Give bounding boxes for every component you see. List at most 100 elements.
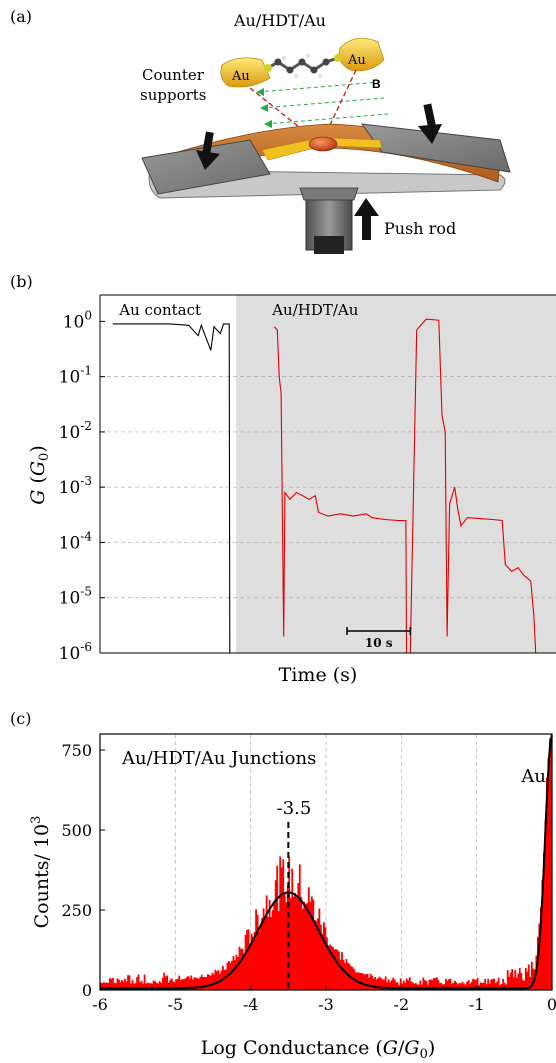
- hist-bar: [544, 820, 547, 990]
- hist-bar: [118, 979, 120, 990]
- hist-bar: [423, 980, 426, 990]
- hist-bar: [530, 961, 533, 990]
- hist-bar: [301, 908, 304, 990]
- hist-y-tick-label: 500: [61, 821, 92, 840]
- panel-b-label: (b): [10, 272, 33, 291]
- panel-c-label: (c): [10, 709, 31, 728]
- scale-bar-label: 10 s: [365, 636, 393, 650]
- hist-bar: [514, 970, 517, 990]
- hist-bar: [160, 982, 163, 990]
- hist-bar: [413, 983, 416, 990]
- hist-bar: [187, 976, 190, 990]
- hist-bar: [482, 982, 485, 990]
- tick-base: 10: [59, 423, 81, 443]
- hist-bar: [384, 976, 387, 990]
- hist-bar: [500, 983, 503, 990]
- hist-bar: [253, 932, 256, 990]
- hist-bar: [202, 976, 205, 990]
- molecule-droplet: [308, 136, 338, 152]
- hist-bar: [487, 978, 490, 990]
- hist-bar: [188, 978, 191, 990]
- hist-bar: [322, 922, 325, 990]
- hist-bar: [149, 983, 152, 990]
- hist-bar: [282, 859, 285, 990]
- right-electrode-label: Au: [347, 53, 366, 68]
- hist-bar: [298, 864, 301, 990]
- trace-y-tick-label: 10-1: [59, 364, 92, 388]
- hist-bar: [496, 981, 499, 990]
- hist-bar: [502, 978, 505, 990]
- hist-bar: [243, 953, 245, 990]
- hist-bar: [469, 983, 471, 990]
- hist-bar: [140, 981, 143, 990]
- hist-bar: [339, 959, 342, 990]
- hist-bar: [145, 983, 148, 990]
- hist-bar: [206, 974, 209, 990]
- hist-bar: [134, 983, 137, 990]
- hist-bar: [368, 977, 370, 990]
- hist-bar: [127, 975, 129, 990]
- field-label: B: [372, 77, 381, 91]
- tick-exponent: -4: [80, 529, 92, 543]
- hist-bar: [467, 980, 470, 990]
- hist-bar: [396, 982, 399, 990]
- hist-bar: [512, 977, 515, 990]
- hist-bar: [476, 977, 479, 990]
- hist-bar: [404, 982, 407, 990]
- hist-bar: [390, 980, 393, 990]
- hist-x-tick-label: 0: [547, 995, 556, 1014]
- hist-bar: [440, 982, 443, 990]
- hist-bar: [280, 867, 283, 990]
- hist-bar: [234, 960, 236, 990]
- hist-x-tick-label: -6: [92, 995, 108, 1014]
- panel-c-histogram: (c) -6 -5 -4 -3 -2 -1 0 0 250 500 750 Au/HDT/Au Ju…: [0, 700, 556, 1063]
- hist-bar: [472, 978, 474, 990]
- hist-x-label-slash: /: [398, 1037, 405, 1059]
- hist-y-tick-label: 250: [61, 901, 92, 920]
- y-label-g: G: [27, 490, 49, 505]
- y-label-unit: G: [27, 461, 49, 476]
- hist-bar: [315, 920, 318, 990]
- hist-bar: [405, 978, 408, 990]
- hist-bar: [428, 979, 431, 990]
- hist-bar: [232, 956, 235, 990]
- hist-y-axis-label: Counts/ 103: [29, 816, 53, 929]
- hist-bar: [133, 983, 135, 990]
- hist-bar: [163, 972, 166, 990]
- hist-bar: [216, 971, 218, 990]
- hist-bar: [124, 978, 126, 990]
- left-gold-electrode: [220, 57, 271, 88]
- hist-bar: [151, 983, 154, 990]
- hist-bar: [515, 977, 518, 990]
- hist-bar: [300, 897, 303, 990]
- hist-bar: [454, 980, 456, 990]
- hist-bar: [414, 982, 417, 990]
- hist-bar: [279, 856, 282, 990]
- hist-bar: [452, 982, 455, 990]
- hist-bar: [526, 971, 529, 990]
- hist-bar: [307, 887, 310, 990]
- hist-bar: [161, 977, 164, 990]
- hist-bar: [316, 918, 319, 990]
- hist-bar: [417, 984, 420, 990]
- hist-bar: [256, 914, 259, 990]
- hist-bar: [158, 980, 161, 990]
- hist-bar: [115, 983, 117, 990]
- hist-bar: [193, 977, 196, 990]
- hist-bar: [442, 984, 444, 990]
- hist-bar: [431, 979, 434, 990]
- y-label-sub: 0: [37, 453, 52, 461]
- hist-bar: [197, 978, 200, 990]
- hist-bar: [103, 982, 105, 990]
- hist-bar: [426, 984, 429, 990]
- hist-bar: [306, 902, 309, 990]
- hist-bar: [154, 981, 157, 990]
- push-up-arrow: [354, 198, 379, 240]
- hist-bar: [490, 979, 493, 990]
- histogram-title: Au/HDT/Au Junctions: [121, 748, 316, 769]
- hist-bar: [131, 980, 134, 990]
- hist-bar: [360, 972, 363, 990]
- hist-bar: [270, 917, 273, 990]
- hist-bar: [213, 974, 215, 990]
